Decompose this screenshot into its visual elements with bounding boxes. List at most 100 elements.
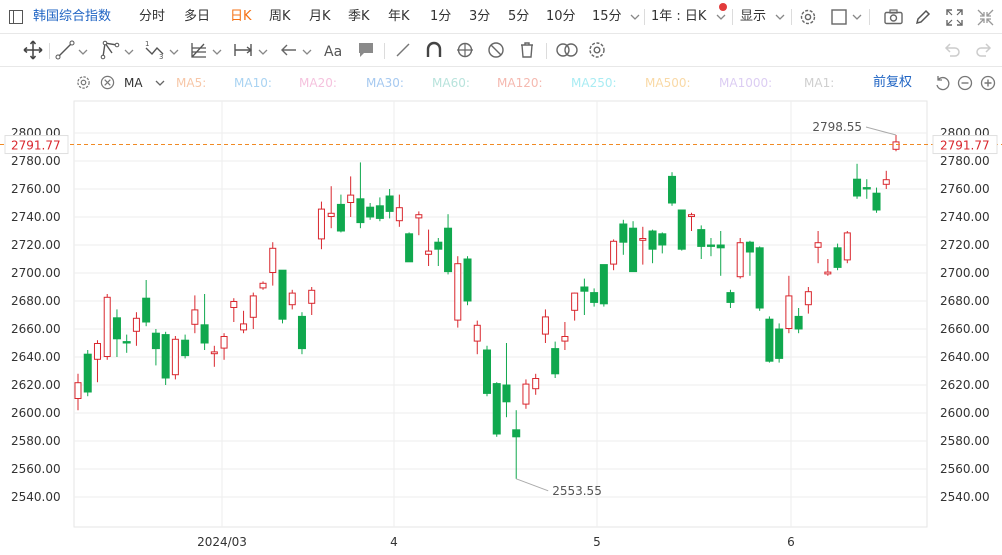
fibonacci-tool-icon[interactable]	[189, 40, 209, 60]
candle[interactable]	[775, 323, 784, 363]
candle[interactable]	[444, 214, 453, 275]
period-tab-7[interactable]: 年K	[388, 9, 410, 24]
ma-settings-icon[interactable]	[76, 75, 91, 90]
compare-icon[interactable]	[555, 40, 579, 60]
chevron-down-icon[interactable]	[716, 12, 726, 22]
candle[interactable]	[502, 343, 511, 418]
candle[interactable]	[824, 259, 832, 276]
camera-icon[interactable]	[884, 9, 903, 25]
candle[interactable]	[434, 238, 443, 266]
candle[interactable]	[629, 221, 638, 273]
collapse-panel-icon[interactable]	[9, 10, 23, 24]
candle[interactable]	[151, 329, 160, 366]
candle[interactable]	[171, 336, 179, 380]
chevron-down-icon[interactable]	[124, 47, 134, 57]
chevron-down-icon[interactable]	[78, 47, 88, 57]
candle[interactable]	[327, 186, 335, 229]
candle[interactable]	[610, 239, 618, 271]
settings-icon[interactable]	[799, 8, 817, 26]
candle[interactable]	[415, 211, 423, 236]
fullscreen-icon[interactable]	[946, 9, 963, 26]
candle[interactable]	[308, 287, 316, 315]
candle[interactable]	[269, 242, 277, 286]
candle[interactable]	[862, 179, 871, 199]
candle[interactable]	[745, 240, 754, 276]
candle[interactable]	[74, 373, 82, 411]
candle[interactable]	[405, 232, 414, 263]
candle[interactable]	[83, 350, 92, 397]
period-tab-12[interactable]: 15分	[592, 9, 622, 24]
candle[interactable]	[619, 219, 628, 255]
range-selector[interactable]: 1年 : 日K	[651, 9, 707, 24]
candle[interactable]	[220, 333, 228, 360]
period-tab-10[interactable]: 5分	[508, 9, 530, 24]
period-tab-3[interactable]: 日K	[230, 9, 252, 24]
candle[interactable]	[512, 410, 521, 479]
wave-tool-icon[interactable]: 31	[144, 40, 166, 60]
candle[interactable]	[278, 269, 287, 324]
candle[interactable]	[385, 189, 394, 219]
line-tool-icon[interactable]	[55, 40, 75, 60]
period-tab-9[interactable]: 3分	[469, 9, 491, 24]
candle[interactable]	[93, 340, 101, 383]
candle[interactable]	[103, 294, 111, 360]
candle[interactable]	[249, 292, 257, 329]
settings-icon[interactable]	[587, 40, 607, 60]
chevron-down-icon[interactable]	[169, 47, 179, 57]
candle[interactable]	[599, 264, 608, 307]
pencil-icon[interactable]	[915, 9, 931, 25]
period-tab-1[interactable]: 分时	[139, 9, 166, 24]
candle[interactable]	[122, 334, 131, 353]
shrink-icon[interactable]	[977, 9, 994, 26]
candle[interactable]	[532, 373, 540, 395]
candle[interactable]	[872, 187, 881, 213]
candle[interactable]	[677, 209, 686, 251]
candle[interactable]	[814, 231, 822, 264]
candle[interactable]	[765, 316, 774, 363]
candle[interactable]	[785, 275, 793, 334]
zoom-in-icon[interactable]	[980, 75, 996, 91]
undo-icon[interactable]	[942, 40, 962, 60]
redo-icon[interactable]	[974, 40, 994, 60]
chevron-down-icon[interactable]	[630, 12, 640, 22]
candle[interactable]	[492, 382, 501, 437]
candle[interactable]	[794, 308, 803, 334]
candle[interactable]	[590, 288, 599, 307]
candle[interactable]	[658, 232, 667, 254]
text-tool-icon[interactable]: Aa	[323, 40, 345, 60]
candle[interactable]	[210, 345, 218, 367]
chevron-down-icon[interactable]	[775, 12, 785, 22]
period-tab-11[interactable]: 10分	[546, 9, 576, 24]
chevron-down-icon[interactable]	[258, 47, 268, 57]
period-tab-4[interactable]: 周K	[269, 9, 291, 24]
candle[interactable]	[473, 320, 481, 355]
candle[interactable]	[843, 231, 851, 264]
period-tab-5[interactable]: 月K	[309, 9, 331, 24]
candle[interactable]	[522, 379, 530, 409]
comment-icon[interactable]	[356, 40, 376, 60]
candle[interactable]	[336, 194, 345, 233]
candle[interactable]	[288, 289, 296, 310]
ma-close-icon[interactable]	[100, 75, 115, 90]
candle[interactable]	[463, 256, 472, 306]
candle[interactable]	[580, 278, 589, 315]
candle[interactable]	[697, 225, 706, 259]
adjust-button[interactable]: 前复权	[873, 75, 913, 90]
chevron-down-icon[interactable]	[852, 12, 862, 22]
candle[interactable]	[648, 229, 657, 264]
candle[interactable]	[853, 163, 862, 199]
candle[interactable]	[132, 312, 140, 346]
candle[interactable]	[804, 287, 812, 314]
candle[interactable]	[347, 176, 355, 217]
measure-tool-icon[interactable]	[233, 40, 253, 60]
candle[interactable]	[482, 345, 492, 397]
channel-tool-icon[interactable]	[100, 40, 120, 60]
period-tab-2[interactable]: 多日	[184, 9, 211, 24]
reset-icon[interactable]	[934, 75, 950, 91]
candle[interactable]	[706, 238, 715, 257]
candle[interactable]	[425, 229, 433, 266]
hide-icon[interactable]	[486, 40, 506, 60]
arrow-left-icon[interactable]	[279, 40, 299, 60]
sync-icon[interactable]	[455, 40, 475, 60]
